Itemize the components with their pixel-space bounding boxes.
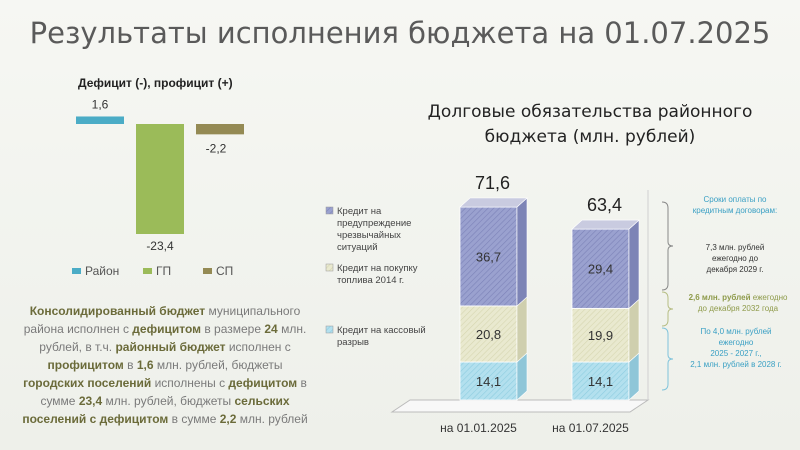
debt-total-label: 63,4 [587, 195, 622, 215]
debt-bar-segment [571, 307, 630, 363]
note-line: По 4,0 млн. рублей [700, 327, 772, 336]
deficit-chart-title: Дефицит (-), профицит (+) [78, 76, 233, 90]
summary-part: профицитом [47, 358, 124, 372]
debt-bar-side [628, 298, 640, 363]
note-line: Сроки оплаты по [703, 195, 767, 204]
note-bold: 2,6 млн. рублей [688, 293, 751, 302]
debt-legend-label: чрезвычайных [337, 230, 401, 241]
deficit-bar-chart: 1,6 -23,4 -2,2 Район ГП СП [72, 97, 244, 278]
summary-part: млн. рублей, в т.ч. [39, 322, 307, 354]
note-line: кредитным договорам: [692, 206, 778, 215]
note-line: 7,3 млн. рублей [705, 243, 765, 252]
summary-part: млн. рублей, бюджеты [153, 358, 283, 372]
legend-label: Район [85, 264, 119, 278]
debt-stacked-chart: 14,1 20,8 36,7 71,6 на 01.01.2025 14,1 19,9 29,… [325, 173, 674, 435]
summary-part: дефицитом [228, 376, 298, 390]
summary-part: в сумме [40, 376, 307, 408]
debt-legend-swatch [325, 206, 334, 215]
note-cash-credit: По 4,0 млн. рублей ежегодно 2025 - 2027 … [672, 326, 800, 370]
debt-bar-side [628, 219, 640, 310]
summary-part: районный бюджет [115, 340, 226, 354]
deficit-bar-2 [136, 124, 184, 234]
debt-segment-label: 29,4 [588, 262, 613, 277]
summary-part: в сумме [168, 412, 220, 426]
summary-text: Консолидированный бюджет муниципального … [20, 302, 310, 428]
debt-legend-swatch [325, 325, 334, 334]
debt-chart-title: Долговые обязательства районного бюджета… [410, 100, 770, 150]
summary-part: в размере [201, 322, 265, 336]
note-warning-credit: 7,3 млн. рублей ежегодно до декабря 2029… [680, 242, 790, 275]
note-rest: ежегодно [750, 293, 788, 302]
deficit-value-label: -23,4 [146, 239, 174, 253]
deficit-value-label: -2,2 [206, 141, 227, 155]
summary-part: муниципального района исполнен с [23, 304, 301, 336]
summary-part: 2,2 [219, 412, 237, 426]
debt-legend-label: топлива 2014 г. [337, 275, 404, 286]
debt-total-label: 71,6 [475, 173, 510, 193]
deficit-value-label: 1,6 [92, 97, 109, 111]
legend-swatch [203, 268, 212, 274]
debt-segment-label: 20,8 [476, 327, 501, 342]
note-line: декабря 2029 г. [706, 265, 764, 274]
summary-part: городских поселений [23, 376, 152, 390]
debt-category-label: на 01.01.2025 [440, 421, 517, 435]
deficit-bar-1 [76, 116, 124, 124]
debt-legend-label: разрыв [337, 337, 369, 348]
debt-bar-segment [459, 206, 518, 307]
note-line: до декабря 2032 года [697, 304, 779, 313]
debt-legend-label: Кредит на [337, 206, 382, 217]
debt-segment-label: 36,7 [476, 249, 501, 264]
legend-label: СП [216, 264, 233, 278]
summary-part: 1,6 [136, 358, 154, 372]
summary-part: 24 [264, 322, 278, 336]
debt-legend-swatch [325, 263, 334, 272]
debt-segment-label: 19,9 [588, 328, 613, 343]
bracket-cash-credit [661, 327, 674, 391]
note-fuel-credit: 2,6 млн. рублей ежегодно до декабря 2032… [676, 292, 800, 314]
note-line: ежегодно [718, 338, 754, 347]
summary-part: млн. рублей, бюджеты [102, 394, 235, 408]
debt-bar-segment [571, 228, 630, 309]
summary-part: Консолидированный бюджет [29, 304, 206, 318]
bracket-fuel-credit [661, 291, 674, 327]
debt-chart-title-line1: Долговые обязательства районного [427, 102, 753, 122]
debt-bar-top [571, 219, 640, 230]
legend-label: ГП [156, 264, 171, 278]
debt-bar-side [516, 197, 528, 307]
debt-category-label: на 01.07.2025 [552, 421, 629, 435]
summary-part: исполнен с [225, 340, 291, 354]
debt-chart-title-line2: бюджета (млн. рублей) [484, 127, 696, 147]
note-line: 2025 - 2027 г., [710, 349, 762, 358]
deficit-bar-3 [196, 124, 244, 135]
bracket-warning-credit [661, 201, 674, 291]
note-line: 2,6 млн. рублей ежегодно [676, 292, 800, 303]
summary-part: млн. рублей [236, 412, 308, 426]
debt-legend-label: предупреждение [337, 218, 411, 229]
debt-bar-top [459, 197, 528, 208]
debt-bar-side [516, 296, 528, 363]
debt-legend-label: ситуаций [337, 242, 378, 253]
summary-part: дефицитом [132, 322, 201, 336]
debt-segment-label: 14,1 [588, 374, 613, 389]
summary-part: в [123, 358, 137, 372]
debt-legend-label: Кредит на кассовый [337, 325, 426, 336]
debt-bar-segment [571, 361, 630, 401]
summary-part: 23,4 [78, 394, 103, 408]
summary-part: исполнены с [151, 376, 229, 390]
summary-part: сельских поселений с дефицитом [22, 394, 290, 426]
legend-swatch [143, 268, 152, 274]
legend-swatch [72, 268, 81, 274]
chart-floor [390, 399, 650, 413]
payment-terms-header: Сроки оплаты по кредитным договорам: [680, 194, 790, 216]
note-line: 2,1 млн. рублей в 2028 г. [690, 360, 782, 369]
page-title: Результаты исполнения бюджета на 01.07.2… [29, 16, 771, 50]
debt-bar-segment [459, 361, 518, 401]
debt-legend-label: Кредит на покупку [337, 263, 418, 274]
debt-segment-label: 14,1 [476, 374, 501, 389]
note-line: ежегодно до [711, 254, 759, 263]
